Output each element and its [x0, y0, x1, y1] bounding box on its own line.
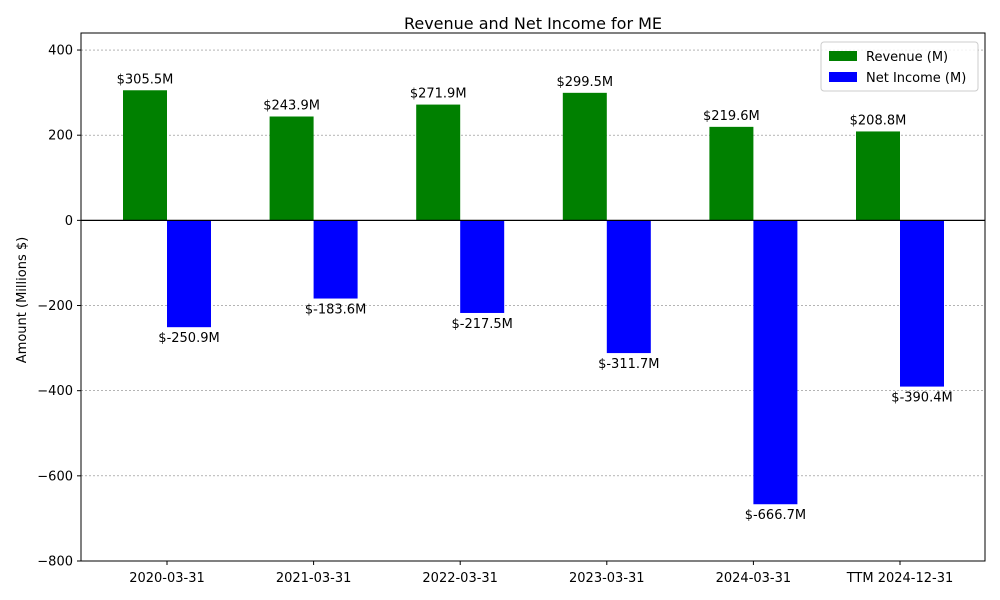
revenue-data-label: $299.5M: [556, 75, 613, 90]
net-income-bar: [753, 220, 798, 505]
legend-swatch: [829, 51, 857, 61]
y-tick-label: 400: [48, 44, 73, 59]
revenue-bar: [416, 104, 461, 221]
net-income-data-label: $-311.7M: [598, 357, 659, 372]
revenue-bar: [709, 126, 754, 221]
net-income-bar: [460, 220, 505, 313]
x-tick-label: 2024-03-31: [716, 571, 792, 586]
net-income-data-label: $-250.9M: [158, 331, 219, 346]
legend-swatch: [829, 72, 857, 82]
x-tick-label: TTM 2024-12-31: [846, 571, 954, 586]
net-income-data-label: $-217.5M: [451, 317, 512, 332]
x-tick-label: 2023-03-31: [569, 571, 645, 586]
y-tick-label: 0: [65, 214, 73, 229]
revenue-bar: [123, 90, 167, 221]
net-income-bar: [606, 220, 651, 354]
data-labels: $305.5M $-250.9M $243.9M $-183.6M $271.9M $-2…: [117, 72, 953, 523]
net-income-data-label: $-183.6M: [305, 303, 366, 318]
legend-box: [820, 41, 979, 92]
plot-frame: [80, 32, 986, 562]
y-tick-label: −800: [37, 555, 73, 570]
legend-entry: Revenue (M): [866, 50, 948, 65]
revenue-data-label: $305.5M: [117, 72, 174, 87]
revenue-bar: [562, 92, 607, 221]
y-tick-label: −600: [37, 469, 73, 484]
net-income-bar: [900, 220, 944, 387]
revenue-data-label: $243.9M: [263, 99, 320, 114]
legend: Revenue (M) Net Income (M): [820, 41, 979, 92]
y-tick-label: −200: [37, 299, 73, 314]
bars: [123, 90, 944, 505]
y-tick-label: −400: [37, 384, 73, 399]
revenue-data-label: $219.6M: [703, 109, 760, 124]
y-axis-label: Amount (Millions $): [15, 237, 30, 363]
net-income-data-label: $-666.7M: [745, 508, 806, 523]
net-income-bar: [167, 220, 211, 328]
revenue-bar: [269, 116, 314, 221]
revenue-bar: [856, 131, 900, 221]
x-tick-label: 2022-03-31: [422, 571, 498, 586]
x-tick-label: 2020-03-31: [129, 571, 205, 586]
legend-entry: Net Income (M): [866, 71, 966, 86]
revenue-data-label: $208.8M: [850, 113, 907, 128]
y-ticks: −800 −600 −400 −200 0 200 400: [37, 44, 81, 570]
net-income-data-label: $-390.4M: [891, 391, 952, 406]
x-ticks: 2020-03-31 2021-03-31 2022-03-31 2023-03-31…: [129, 561, 953, 586]
net-income-bar: [313, 220, 358, 299]
x-tick-label: 2021-03-31: [276, 571, 352, 586]
y-tick-label: 200: [48, 129, 73, 144]
chart-title: Revenue and Net Income for ME: [404, 14, 662, 33]
revenue-data-label: $271.9M: [410, 87, 467, 102]
